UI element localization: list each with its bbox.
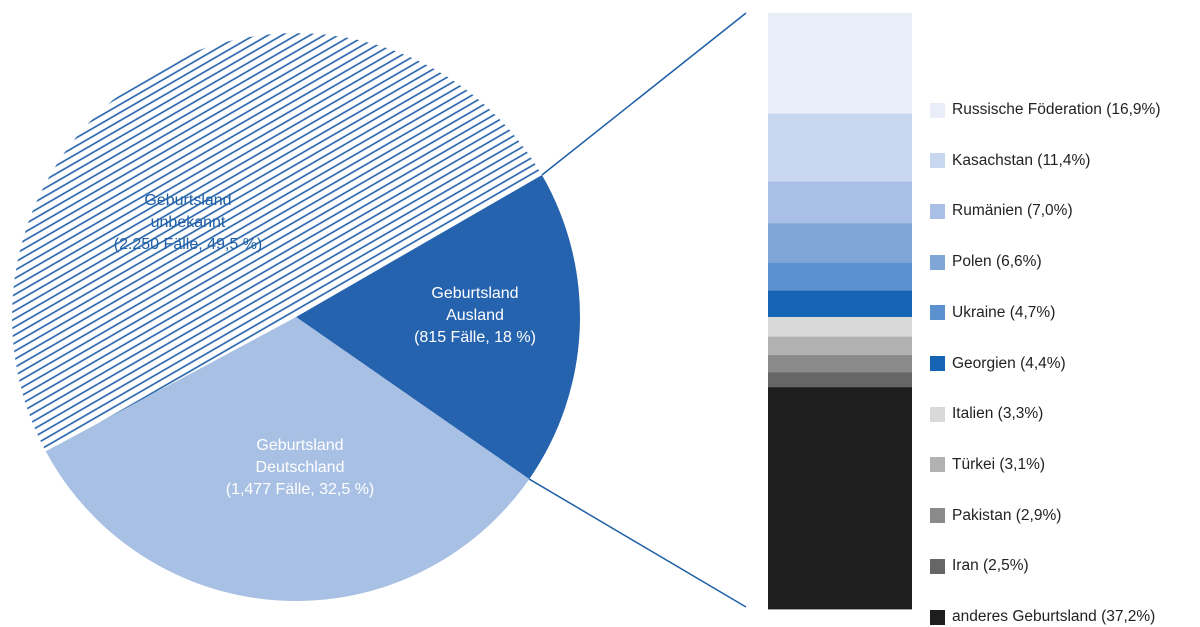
legend-swatch [930,153,945,169]
legend-label: Rumänien (7,0%) [952,202,1073,220]
legend-item: Italien (3,3%) [930,404,1043,424]
connector-line-bottom [528,478,747,608]
pie-slice-ausland [296,175,581,480]
pie-label-line: Geburtsland [431,285,518,302]
pie-slice-deutschland [45,317,530,601]
legend-label: Kasachstan (11,4%) [952,151,1091,169]
pie-label-line: unbekannt [151,214,226,231]
bar-segment [768,316,912,338]
bar-segment [768,13,912,115]
pie-label-line: (815 Fälle, 18 %) [414,329,536,346]
legend-label: Russische Föderation (16,9%) [952,101,1161,118]
legend-item: Kasachstan (11,4%) [930,151,1090,171]
legend-label: anderes Geburtsland (37,2%) [952,608,1156,625]
legend-item: Pakistan (2,9%) [930,506,1061,526]
legend-label: Iran (2,5%) [952,557,1029,575]
connector-line-top [541,12,747,176]
legend-swatch [930,356,945,371]
legend-label: Pakistan (2,9%) [952,506,1062,524]
legend-swatch [930,406,945,422]
bar-segment [768,262,912,292]
legend-item: anderes Geburtsland (37,2%) [930,607,1155,627]
legend-label: Ukraine (4,7%) [952,303,1056,321]
legend-item: Türkei (3,1%) [930,455,1045,475]
bar-segment [768,181,912,224]
legend-label: Georgien (4,4%) [952,354,1066,372]
pie-chart: Geburtsland Ausland (815 Fälle, 18 %)Gebur… [12,33,581,601]
legend-item: Iran (2,5%) [930,556,1029,576]
connector-lines [528,12,747,608]
bar-segment [768,387,912,610]
pie-label-line: Geburtsland [256,437,343,454]
pie-slice-unbekannt [12,33,542,452]
bar-segment [768,355,912,373]
pie-label-line: Deutschland [256,459,345,476]
pie-label-unbekannt: Geburtsland unbekannt (2.250 Fälle, 49,5 %… [114,192,263,253]
legend-swatch [930,203,945,219]
bar-segment [768,223,912,264]
legend-label: Italien (3,3%) [952,405,1044,423]
pie-label-line: Geburtsland [144,192,231,209]
pie-label-line: Ausland [446,307,504,324]
legend-item: Russische Föderation (16,9%) [930,100,1161,120]
legend-label: Polen (6,6%) [952,253,1042,271]
bar-segment [768,336,912,356]
legend-label: Türkei (3,1%) [952,455,1046,473]
pie-label-line: (2.250 Fälle, 49,5 %) [114,236,263,253]
legend-item: Polen (6,6%) [930,252,1042,272]
legend-swatch [930,609,945,625]
bar-segment [768,113,912,183]
pie-label-deutschland: Geburtsland Deutschland (1,477 Fälle, 32,5… [226,437,375,498]
legend-swatch [930,508,945,524]
bar-segment [768,372,912,388]
legend-swatch [930,305,945,321]
legend-swatch [930,254,945,270]
bar-segment [768,290,912,318]
pie-label-ausland: Geburtsland Ausland (815 Fälle, 18 %) [414,285,536,346]
legend-item: Ukraine (4,7%) [930,303,1055,323]
legend-swatch [930,457,945,473]
stacked-bar [768,13,912,610]
legend-swatch [930,102,945,118]
legend-item: Rumänien (7,0%) [930,201,1073,221]
pie-label-line: (1,477 Fälle, 32,5 %) [226,481,375,498]
legend-swatch [930,558,945,574]
legend-item: Georgien (4,4%) [930,354,1066,374]
